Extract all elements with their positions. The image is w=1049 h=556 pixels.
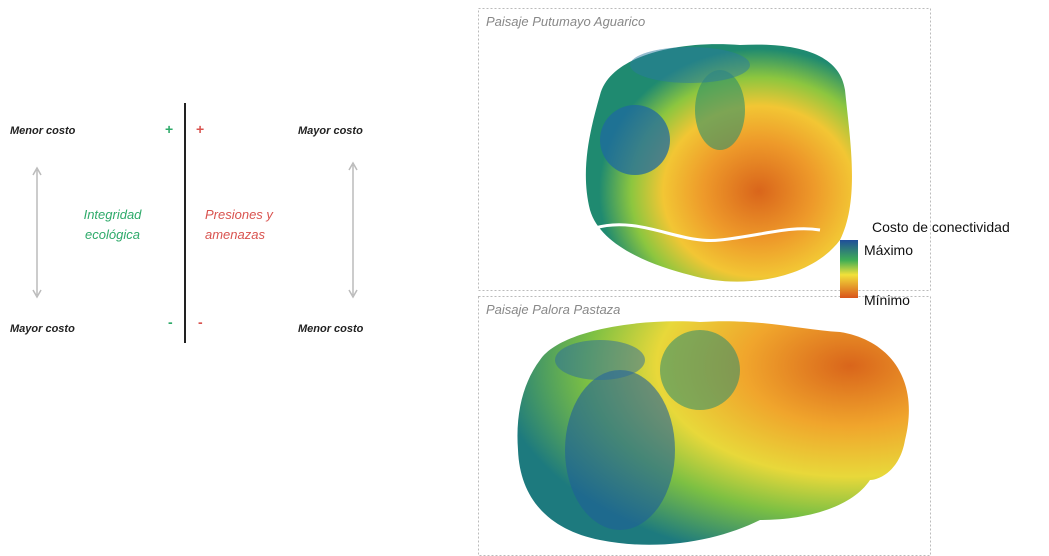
legend-min: Mínimo	[864, 292, 910, 308]
plus-sign: +	[196, 121, 204, 137]
bottom-left-label: Mayor costo	[10, 323, 75, 335]
minus-sign: -	[198, 314, 203, 330]
map-putumayo	[586, 44, 852, 282]
map-title: Paisaje Palora Pastaza	[486, 302, 620, 317]
legend-max: Máximo	[864, 242, 913, 258]
legend-colorbar	[840, 240, 858, 298]
minus-sign: -	[168, 314, 173, 330]
figure: Menor costo Mayor costo Mayor costo Meno…	[0, 0, 1049, 556]
pressure-label: Presiones y amenazas	[205, 205, 305, 245]
graphics	[0, 0, 1049, 556]
map-palora	[517, 321, 908, 545]
top-left-label: Menor costo	[10, 125, 75, 137]
plus-sign: +	[165, 121, 173, 137]
integrity-label: Integridad ecológica	[65, 205, 160, 245]
top-right-label: Mayor costo	[298, 125, 363, 137]
legend-title: Costo de conectividad	[872, 219, 1010, 235]
map-title: Paisaje Putumayo Aguarico	[486, 14, 645, 29]
bottom-right-label: Menor costo	[298, 323, 363, 335]
